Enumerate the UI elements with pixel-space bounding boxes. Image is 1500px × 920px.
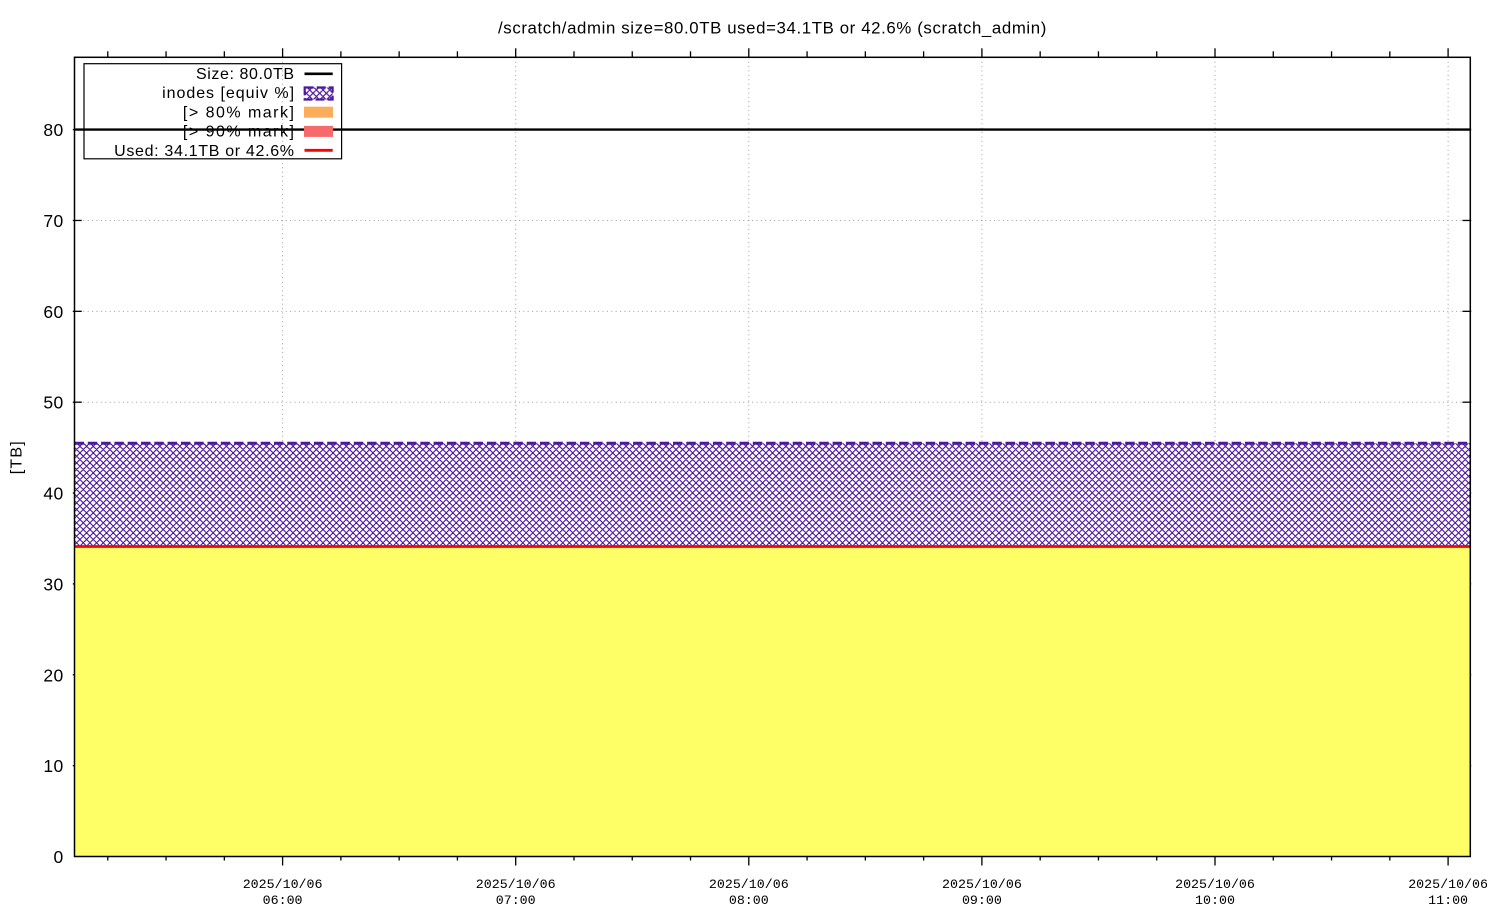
svg-text:60: 60 (43, 302, 63, 322)
svg-text:[> 80% mark]: [> 80% mark] (183, 104, 295, 121)
svg-text:09:00: 09:00 (962, 893, 1002, 908)
svg-text:70: 70 (43, 211, 63, 231)
svg-text:2025/10/06: 2025/10/06 (1408, 877, 1488, 892)
svg-text:2025/10/06: 2025/10/06 (942, 877, 1022, 892)
svg-text:2025/10/06: 2025/10/06 (709, 877, 789, 892)
svg-text:2025/10/06: 2025/10/06 (476, 877, 556, 892)
svg-text:2025/10/06: 2025/10/06 (243, 877, 323, 892)
svg-text:11:00: 11:00 (1428, 893, 1468, 908)
svg-text:20: 20 (43, 665, 63, 685)
svg-text:/scratch/admin size=80.0TB use: /scratch/admin size=80.0TB used=34.1TB o… (498, 18, 1047, 37)
svg-text:[> 90% mark]: [> 90% mark] (183, 124, 295, 141)
svg-text:30: 30 (43, 574, 63, 594)
svg-text:Used: 34.1TB or 42.6%: Used: 34.1TB or 42.6% (114, 143, 295, 160)
svg-text:07:00: 07:00 (496, 893, 536, 908)
svg-text:06:00: 06:00 (263, 893, 303, 908)
svg-text:40: 40 (43, 484, 63, 504)
svg-text:10: 10 (43, 756, 63, 776)
svg-text:2025/10/06: 2025/10/06 (1175, 877, 1255, 892)
svg-text:10:00: 10:00 (1195, 893, 1235, 908)
svg-text:08:00: 08:00 (729, 893, 769, 908)
svg-text:50: 50 (43, 393, 63, 413)
svg-text:0: 0 (54, 847, 64, 867)
svg-text:inodes [equiv %]: inodes [equiv %] (162, 85, 295, 102)
svg-text:Size: 80.0TB: Size: 80.0TB (196, 66, 295, 83)
svg-text:[TB]: [TB] (9, 440, 26, 474)
svg-text:80: 80 (43, 120, 63, 140)
